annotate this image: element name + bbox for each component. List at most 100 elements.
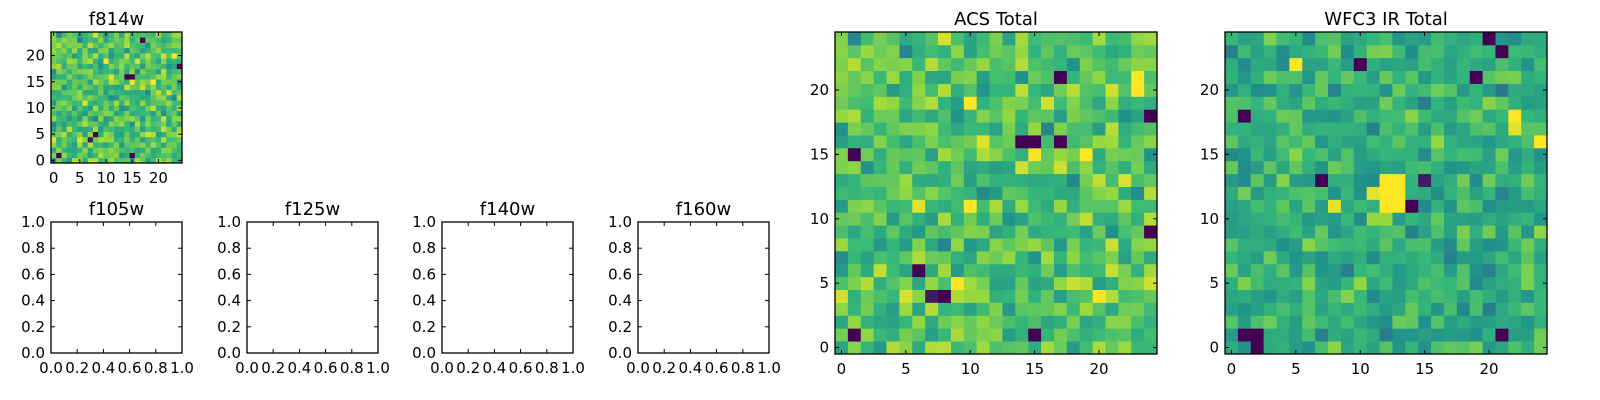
heatmap-cell <box>1053 289 1068 303</box>
heatmap-cell <box>847 122 862 136</box>
heatmap-cell <box>1237 44 1252 59</box>
heatmap-cell <box>1405 122 1419 136</box>
heatmap-cell <box>92 52 99 59</box>
heatmap-cell <box>847 341 862 355</box>
heatmap-cell <box>1092 186 1106 200</box>
y-tick-label: 5 <box>1209 274 1219 292</box>
heatmap-cell <box>1405 186 1419 200</box>
x-tick-label: 0.2 <box>65 359 89 377</box>
heatmap-cell <box>176 110 183 117</box>
heatmap-cell <box>87 68 94 75</box>
heatmap-cell <box>912 263 926 278</box>
heatmap-cell <box>950 109 965 123</box>
heatmap-cell <box>976 44 990 59</box>
heatmap-cell <box>1250 70 1265 84</box>
heatmap-cell <box>113 105 120 111</box>
heatmap-cell <box>1289 70 1303 84</box>
heatmap-cell <box>873 302 887 316</box>
heatmap-cell <box>98 100 104 106</box>
heatmap-cell <box>82 32 89 38</box>
heatmap-cell <box>1534 328 1548 342</box>
heatmap-cell <box>1431 70 1445 84</box>
heatmap-cell <box>1482 328 1496 342</box>
heatmap-cell <box>166 37 172 43</box>
heatmap-cell <box>98 121 104 127</box>
heatmap-cell <box>1144 341 1158 355</box>
heatmap-cell <box>1508 328 1522 342</box>
heatmap-cell <box>145 63 151 70</box>
heatmap-cell <box>925 341 939 355</box>
heatmap-cell <box>66 89 73 96</box>
heatmap-cell <box>1276 199 1290 213</box>
heatmap-cell <box>1469 70 1483 84</box>
heatmap-cell <box>150 47 157 54</box>
heatmap-cell <box>1315 83 1329 97</box>
heatmap-cell <box>835 250 849 265</box>
heatmap-cell <box>1105 57 1119 72</box>
heatmap-cell <box>1431 315 1445 329</box>
heatmap-cell <box>1328 44 1342 59</box>
heatmap-cell <box>976 315 990 329</box>
heatmap-cell <box>71 121 78 127</box>
heatmap-cell <box>92 110 99 117</box>
heatmap-cell <box>1366 328 1380 342</box>
heatmap-cell <box>1263 302 1277 316</box>
heatmap-cell <box>1418 135 1432 149</box>
heatmap-cell <box>963 96 978 110</box>
heatmap-cell <box>87 136 94 143</box>
heatmap-cell <box>963 44 978 59</box>
heatmap-cell <box>87 131 94 138</box>
heatmap-cell <box>1225 315 1239 329</box>
y-tick-label: 0.8 <box>217 239 241 257</box>
heatmap-cell <box>134 126 141 132</box>
heatmap-cell <box>119 89 125 96</box>
heatmap-cell <box>899 70 913 84</box>
heatmap-cell <box>1534 186 1548 200</box>
heatmap-cell <box>1353 70 1368 84</box>
heatmap-cell <box>134 115 141 122</box>
heatmap-cell <box>1250 160 1265 175</box>
heatmap-cell <box>71 73 78 80</box>
heatmap-cell <box>1328 109 1342 123</box>
heatmap-cell <box>1315 276 1329 290</box>
heatmap-cell <box>1508 341 1522 355</box>
heatmap-cell <box>171 157 178 164</box>
heatmap-cell <box>899 238 913 252</box>
heatmap-cell <box>103 84 110 91</box>
heatmap-cell <box>103 42 110 49</box>
heatmap-cell <box>1276 186 1290 200</box>
heatmap-cell <box>1328 250 1342 265</box>
heatmap-cell <box>103 37 110 43</box>
heatmap-cell <box>61 79 68 85</box>
heatmap-cell <box>1469 160 1483 175</box>
axis-ticks: 0.0 0.2 0.4 0.6 0.8 1.00.00.20.40.60.81.0 <box>412 213 585 377</box>
heatmap-cell <box>1534 289 1548 303</box>
heatmap-cell <box>1263 109 1277 123</box>
heatmap-cell <box>1534 212 1548 226</box>
heatmap-cell <box>1263 57 1277 72</box>
heatmap-cell <box>1431 250 1445 265</box>
heatmap-cell <box>1131 199 1145 213</box>
heatmap-cell <box>899 32 913 46</box>
heatmap-cell <box>1431 341 1445 355</box>
heatmap-cell <box>1079 122 1093 136</box>
heatmap-cell <box>119 142 125 148</box>
heatmap-cell <box>1353 212 1368 226</box>
x-tick-label: 0.8 <box>535 359 559 377</box>
heatmap-cell <box>847 250 862 265</box>
heatmap-cell <box>1276 83 1290 97</box>
heatmap-cell <box>976 212 990 226</box>
heatmap-cell <box>82 73 89 80</box>
heatmap-cell <box>1015 276 1029 290</box>
heatmap-cell <box>1131 173 1145 187</box>
heatmap-cell <box>129 142 136 148</box>
heatmap-cell <box>989 212 1003 226</box>
heatmap-cell <box>873 328 887 342</box>
x-tick-label: 15 <box>1025 360 1044 378</box>
heatmap-cell <box>989 83 1003 97</box>
heatmap-cell <box>1092 173 1106 187</box>
heatmap-cell <box>71 136 78 143</box>
heatmap-cell <box>1443 238 1458 252</box>
heatmap-cell <box>1482 44 1496 59</box>
